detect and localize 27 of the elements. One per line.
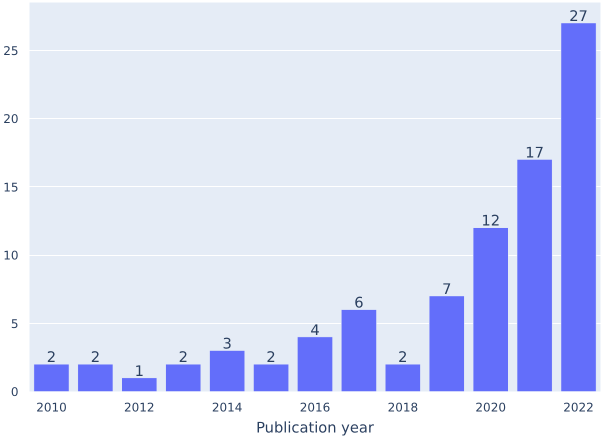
data-label: 2	[90, 349, 100, 366]
y-tick-label: 25	[3, 44, 19, 58]
x-tick-label: 2022	[563, 400, 594, 414]
data-label: 2	[398, 349, 408, 366]
y-tick-label: 15	[3, 180, 19, 194]
data-label: 12	[481, 212, 500, 230]
x-tick-label: 2010	[36, 400, 67, 414]
y-tick-label: 10	[3, 248, 19, 263]
y-tick-label: 0	[10, 385, 19, 399]
x-tick-label: 2014	[212, 400, 242, 414]
data-label: 7	[442, 280, 452, 298]
data-label: 6	[354, 294, 364, 312]
data-label: 3	[222, 336, 232, 353]
data-label: 1	[134, 362, 144, 380]
data-label: 2	[46, 349, 56, 366]
data-label: 2	[266, 349, 276, 366]
x-tick-label: 2018	[388, 400, 418, 414]
x-tick-label: 2016	[300, 400, 330, 414]
data-label: 17	[525, 144, 544, 162]
x-axis-title: Publication year	[256, 420, 375, 436]
data-label: 27	[569, 8, 588, 25]
data-label: 2	[178, 349, 188, 366]
x-tick-label: 2020	[475, 400, 506, 414]
y-tick-label: 20	[3, 112, 19, 126]
x-tick-label: 2012	[124, 400, 155, 414]
y-tick-label: 5	[10, 316, 19, 331]
data-label: 4	[310, 322, 320, 339]
